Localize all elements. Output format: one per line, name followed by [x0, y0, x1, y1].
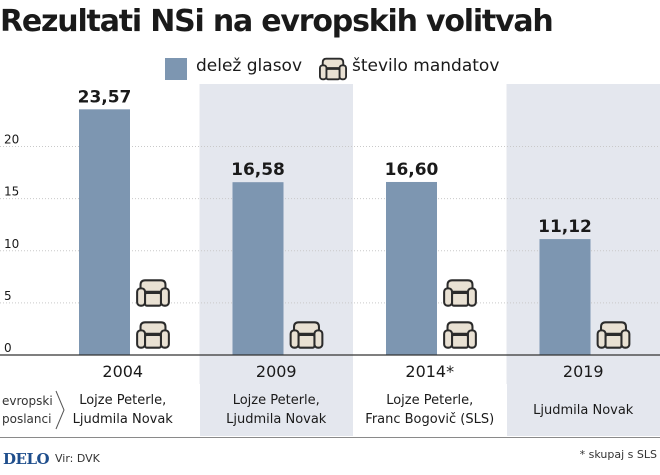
mep-name: Ljudmila Novak — [533, 402, 634, 418]
meps-names: Lojze Peterle, Franc Bogovič (SLS) — [365, 391, 494, 429]
mep-name: Franc Bogovič (SLS) — [365, 412, 495, 427]
meps-label: evropski poslanci — [2, 392, 53, 428]
armchair-icon — [136, 279, 170, 307]
legend-share-label: delež glasov — [196, 56, 303, 76]
meps-cell: Lojze Peterle, Ljudmila Novak — [46, 384, 200, 436]
value-label: 16,58 — [231, 160, 285, 180]
legend-share-swatch — [165, 58, 187, 80]
armchair-icon — [289, 321, 324, 349]
armchair-icon — [443, 279, 477, 307]
value-label: 16,60 — [385, 160, 439, 180]
armchair-icon — [443, 321, 477, 349]
meps-cell: Ljudmila Novak — [506, 384, 660, 436]
y-tick-label: 0 — [4, 341, 12, 355]
meps-cell: Lojze Peterle, Ljudmila Novak — [199, 384, 353, 436]
x-tick-label: 2004 — [102, 362, 143, 381]
meps-row: evropski poslanci Lojze Peterle, Ljudmila… — [0, 384, 660, 436]
source-note: Vir: DVK — [55, 452, 100, 465]
bar — [386, 181, 437, 355]
chevron-right-icon — [55, 390, 65, 430]
bar-chart: 0 5 10 15 20 23,57 2004 16,58 2009 16,60 2014* 11,1… — [0, 84, 660, 384]
meps-names: Ljudmila Novak — [533, 401, 633, 420]
meps-cell: Lojze Peterle, Franc Bogovič (SLS) — [353, 384, 507, 436]
bar — [232, 182, 284, 355]
armchair-icon — [596, 321, 631, 349]
legend-seats-label: število mandatov — [352, 56, 500, 76]
value-label: 11,12 — [538, 217, 592, 237]
chart-title: Rezultati NSi na evropskih volitvah — [0, 4, 554, 39]
delo-logo: DELO — [3, 450, 50, 468]
meps-label-line-1: evropski — [2, 394, 53, 408]
bar — [539, 239, 591, 355]
legend: delež glasov število mandatov — [0, 56, 660, 82]
y-tick-label: 10 — [4, 237, 19, 251]
armchair-icon — [136, 321, 170, 349]
mep-name: Lojze Peterle, — [232, 393, 320, 408]
mep-name: Ljudmila Novak — [226, 412, 327, 427]
x-tick-label: 2019 — [563, 362, 604, 381]
footer-divider — [0, 437, 660, 438]
y-tick-label: 20 — [4, 133, 19, 147]
x-tick-label: 2009 — [256, 362, 297, 381]
mep-name: Ljudmila Novak — [72, 412, 173, 427]
meps-names: Lojze Peterle, Ljudmila Novak — [73, 391, 173, 429]
value-label: 23,57 — [78, 87, 132, 107]
armchair-icon — [319, 57, 347, 81]
x-tick-label: 2014* — [405, 362, 454, 381]
mep-name: Lojze Peterle, — [79, 393, 167, 408]
bar — [79, 109, 130, 355]
y-tick-label: 5 — [4, 289, 12, 303]
footer: DELO Vir: DVK * skupaj s SLS — [0, 444, 660, 475]
y-tick-label: 15 — [4, 185, 19, 199]
mep-name: Lojze Peterle, — [386, 393, 474, 408]
footnote: * skupaj s SLS — [579, 448, 657, 461]
meps-names: Lojze Peterle, Ljudmila Novak — [226, 391, 326, 429]
meps-label-line-2: poslanci — [2, 412, 52, 426]
